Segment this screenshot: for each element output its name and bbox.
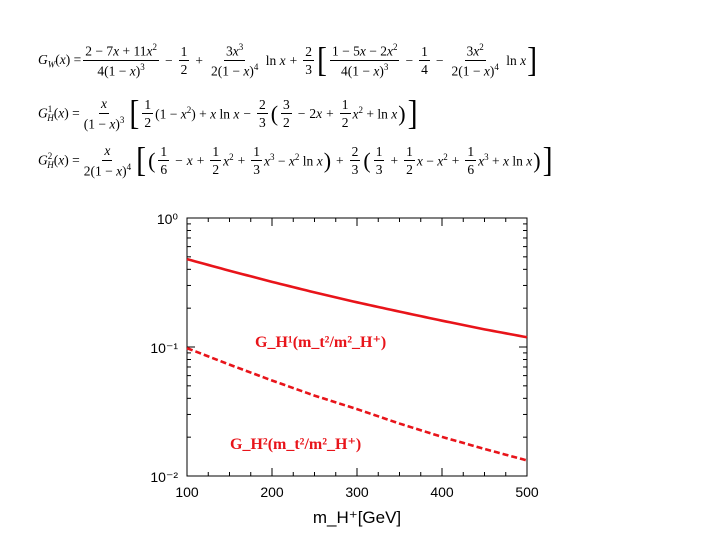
x-tick-label: 300 bbox=[345, 484, 369, 500]
x-tick-label: 200 bbox=[260, 484, 284, 500]
fraction: 3x3 2(1 − x)4 bbox=[210, 42, 259, 79]
series-line-gh2 bbox=[186, 346, 528, 462]
y-tick-label: 10⁻¹ bbox=[150, 340, 178, 356]
axis-ticks bbox=[186, 218, 528, 477]
y-tick-label: 10⁰ bbox=[157, 211, 179, 227]
fraction: 3x2 2(1 − x)4 bbox=[451, 42, 499, 79]
fraction: x (1 − x)3 bbox=[83, 96, 125, 132]
series-line-gh1 bbox=[186, 257, 528, 339]
fraction: 2 − 7x + 11x2 4(1 − x)3 bbox=[83, 42, 159, 79]
equation-gh1-lhs: G1H(x) = bbox=[38, 104, 80, 124]
y-tick-label: 10⁻² bbox=[150, 469, 178, 485]
series-label-gh2: G_H²(m_t²/m²_H⁺) bbox=[230, 436, 361, 453]
equation-gw-lhs: GW(x) = bbox=[38, 51, 82, 70]
x-tick-label: 400 bbox=[430, 484, 454, 500]
x-axis-label: m_H⁺[GeV] bbox=[313, 508, 401, 527]
x-tick-label: 100 bbox=[175, 484, 199, 500]
series-lines bbox=[186, 257, 528, 462]
fraction: x 2(1 − x)4 bbox=[83, 143, 132, 179]
series-label-gh1: G_H¹(m_t²/m²_H⁺) bbox=[255, 334, 386, 351]
equation-gh2-lhs: G2H(x) = bbox=[38, 151, 80, 171]
x-tick-label: 500 bbox=[515, 484, 539, 500]
fraction: 1 − 5x − 2x2 4(1 − x)3 bbox=[329, 42, 400, 79]
